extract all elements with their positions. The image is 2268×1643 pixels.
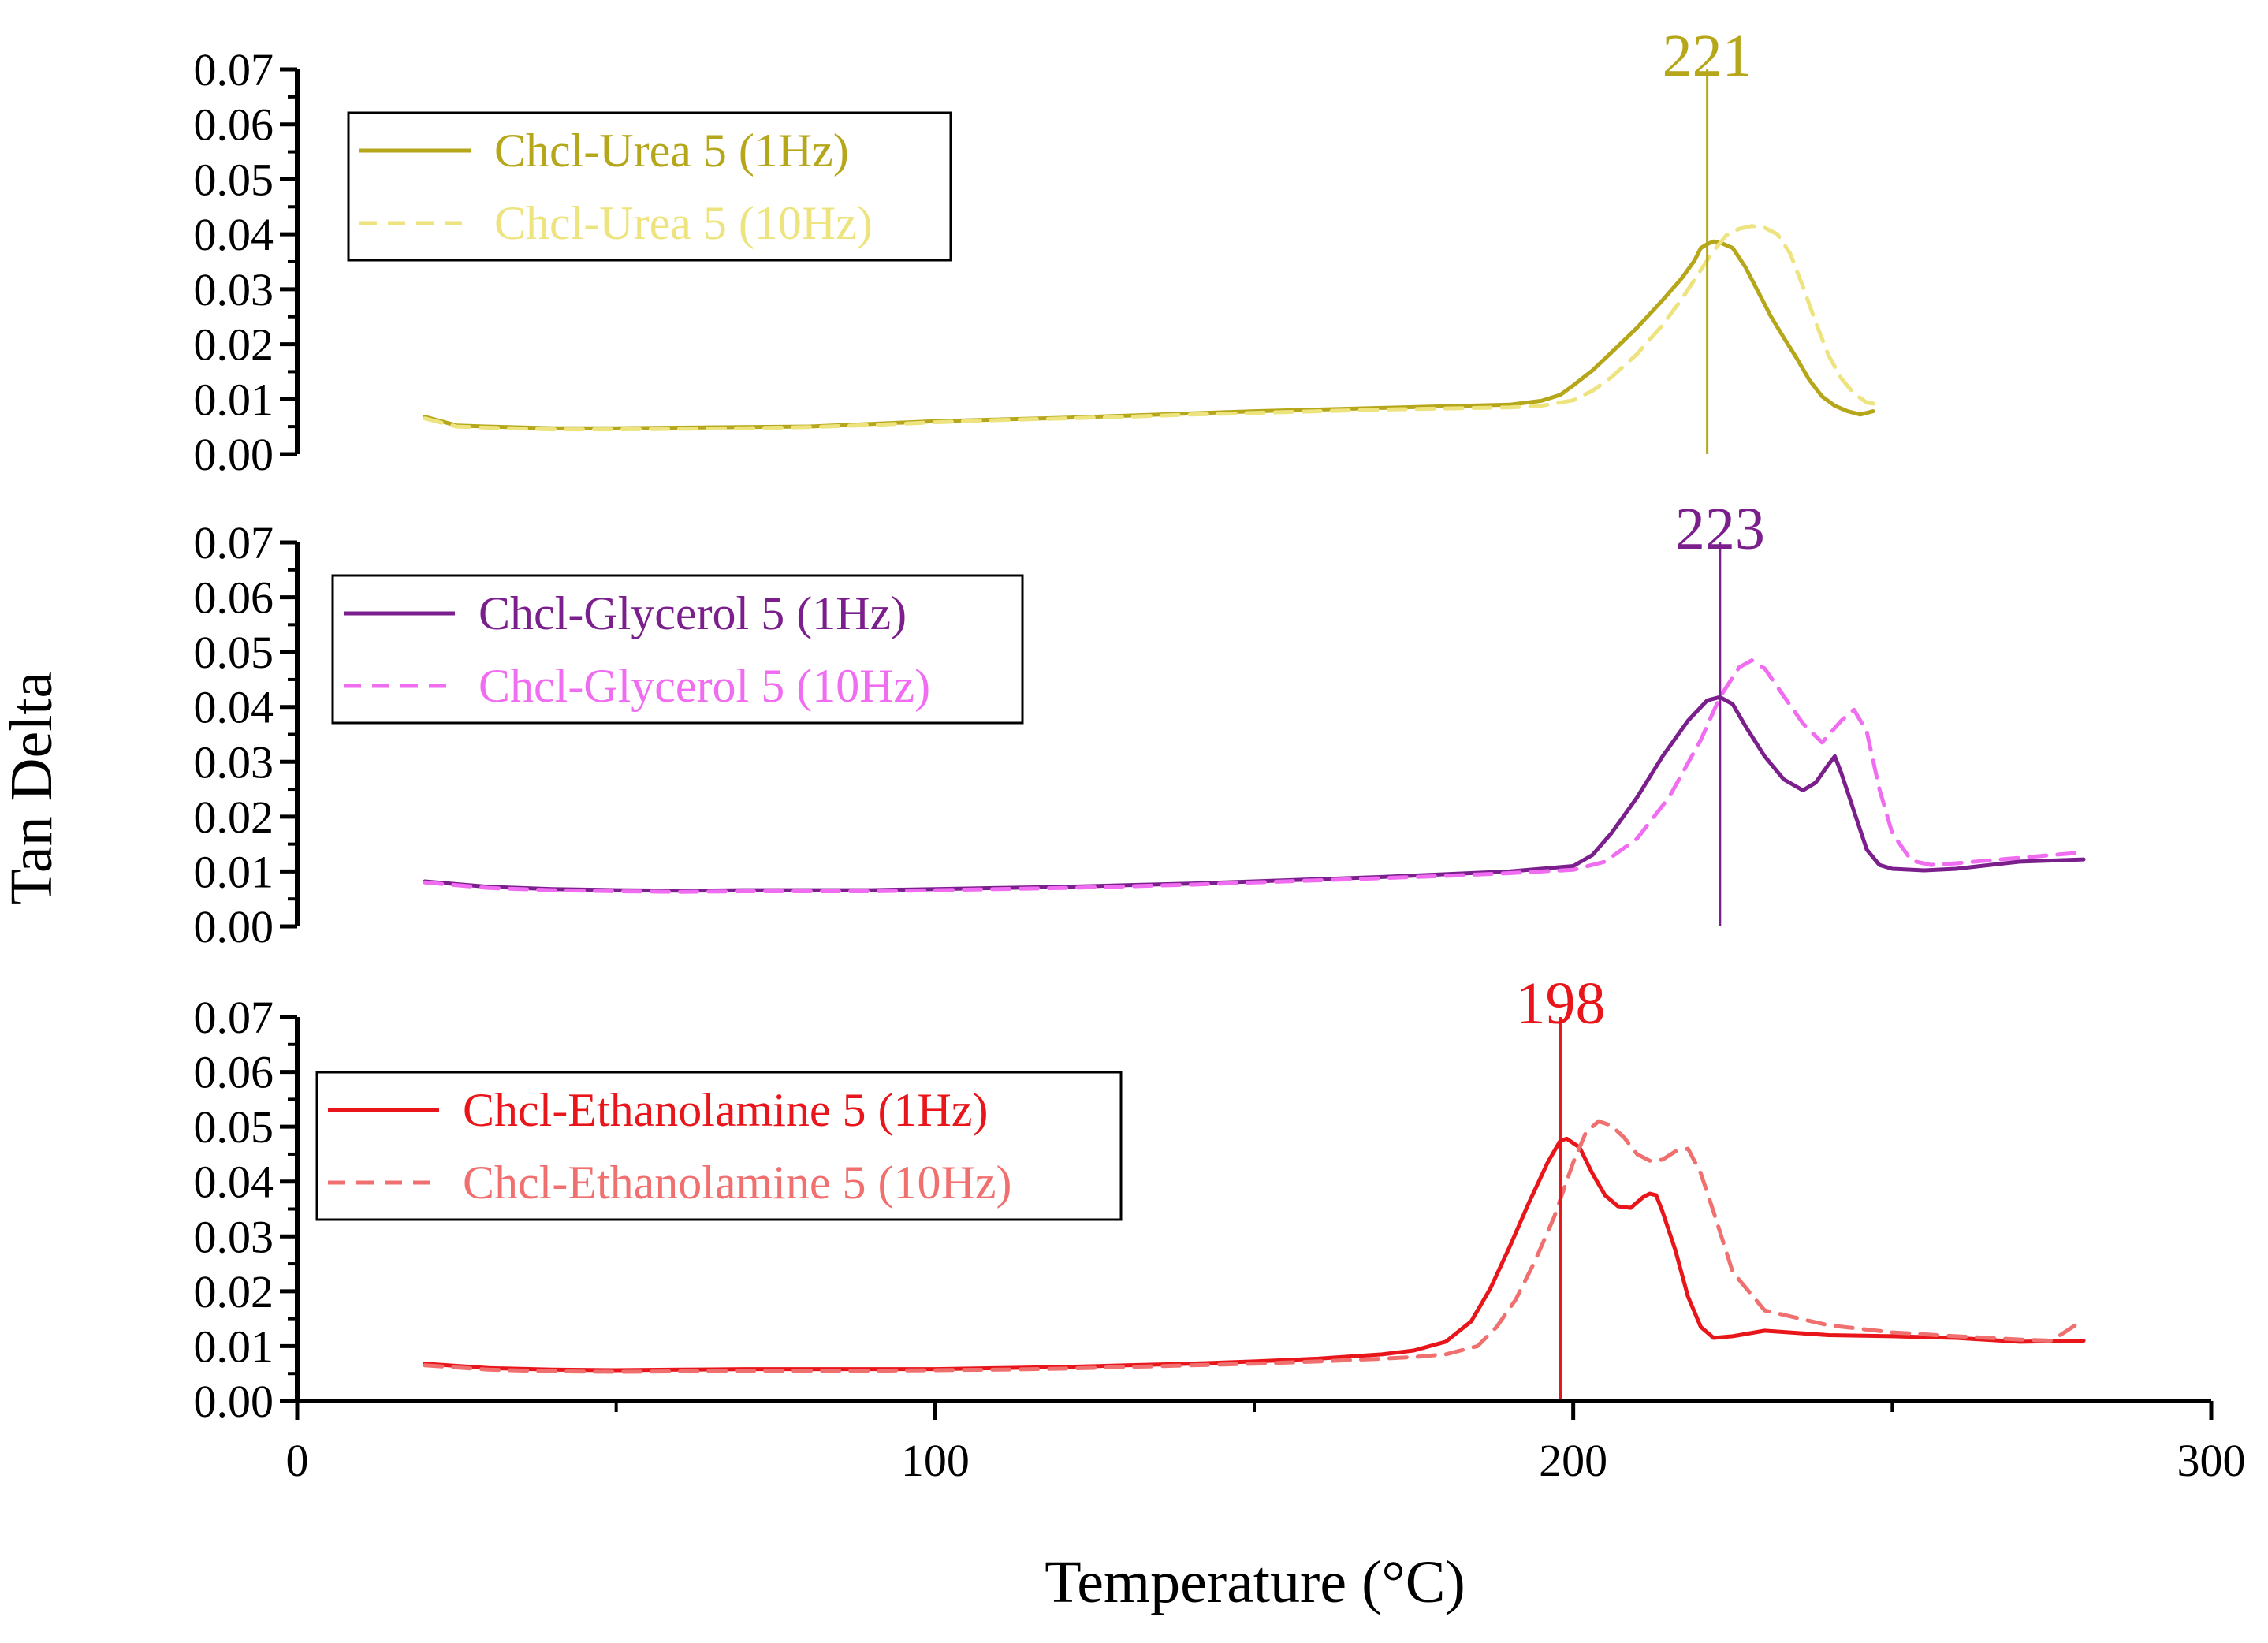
- y-tick-label: 0.04: [194, 209, 274, 260]
- y-tick-label: 0.06: [194, 99, 274, 151]
- legend: Chcl-Ethanolamine 5 (1Hz) Chcl-Ethanolami…: [315, 1071, 1123, 1221]
- legend: Chcl-Glycerol 5 (1Hz) Chcl-Glycerol 5 (10…: [331, 574, 1024, 725]
- series-line-1hz: [423, 695, 2086, 893]
- y-tick-label: 0.06: [194, 1047, 274, 1098]
- legend-box: [315, 1071, 1123, 1221]
- series-line-1hz: [423, 239, 1875, 430]
- y-tick-label: 0.07: [194, 44, 274, 95]
- peak-label: 198: [1515, 971, 1605, 1037]
- legend-label: Chcl-Glycerol 5 (1Hz): [479, 587, 907, 639]
- x-tick-label: 100: [901, 1435, 970, 1486]
- y-tick-label: 0.00: [194, 429, 274, 480]
- y-tick-label: 0.05: [194, 154, 274, 205]
- y-tick-label: 0.04: [194, 682, 274, 733]
- y-tick-label: 0.01: [194, 1321, 274, 1372]
- y-tick-label: 0.01: [194, 374, 274, 425]
- y-tick-label: 0.05: [194, 627, 274, 678]
- y-tick-label: 0.02: [194, 792, 274, 843]
- y-tick-label: 0.02: [194, 1266, 274, 1317]
- y-tick-label: 0.04: [194, 1157, 274, 1208]
- y-tick-label: 0.07: [194, 517, 274, 568]
- y-tick-label: 0.00: [194, 1376, 274, 1427]
- peak-label: 221: [1663, 23, 1752, 89]
- legend-label: Chcl-Ethanolamine 5 (10Hz): [463, 1157, 1011, 1209]
- legend: Chcl-Urea 5 (1Hz) Chcl-Urea 5 (10Hz): [347, 111, 952, 262]
- x-tick-label: 300: [2177, 1435, 2246, 1486]
- x-tick-label: 0: [286, 1435, 309, 1486]
- y-tick-label: 0.03: [194, 736, 274, 788]
- series-line-10hz: [423, 224, 1875, 432]
- legend-box: [347, 111, 952, 262]
- y-tick-label: 0.05: [194, 1101, 274, 1153]
- chart-panels: 0.000.010.020.030.040.050.060.07 221Chcl-…: [194, 23, 2246, 1486]
- legend-box: [331, 574, 1024, 725]
- legend-label: Chcl-Urea 5 (1Hz): [494, 125, 849, 177]
- y-tick-label: 0.00: [194, 901, 274, 952]
- x-tick-label: 200: [1539, 1435, 1607, 1486]
- panel-2: 0.000.010.020.030.040.050.060.07 223 Chcl-…: [194, 496, 2086, 952]
- legend-label: Chcl-Glycerol 5 (10Hz): [479, 660, 930, 712]
- panel-3: 0.000.010.020.030.040.050.060.07 198 Chcl-…: [194, 971, 2246, 1486]
- y-tick-label: 0.01: [194, 846, 274, 897]
- y-tick-label: 0.02: [194, 319, 274, 371]
- y-tick-label: 0.03: [194, 264, 274, 315]
- y-axis-title: Tan Delta: [0, 672, 65, 905]
- y-tick-label: 0.06: [194, 572, 274, 624]
- y-tick-label: 0.07: [194, 992, 274, 1043]
- y-tick-label: 0.03: [194, 1211, 274, 1262]
- legend-label: Chcl-Urea 5 (10Hz): [494, 197, 873, 249]
- x-axis-title: Temperature (°C): [1045, 1549, 1465, 1615]
- legend-label: Chcl-Ethanolamine 5 (1Hz): [463, 1084, 988, 1136]
- panel-1: 0.000.010.020.030.040.050.060.07 221 Chcl-…: [194, 23, 1875, 480]
- series-line-10hz: [423, 658, 2086, 894]
- peak-label: 223: [1675, 496, 1765, 562]
